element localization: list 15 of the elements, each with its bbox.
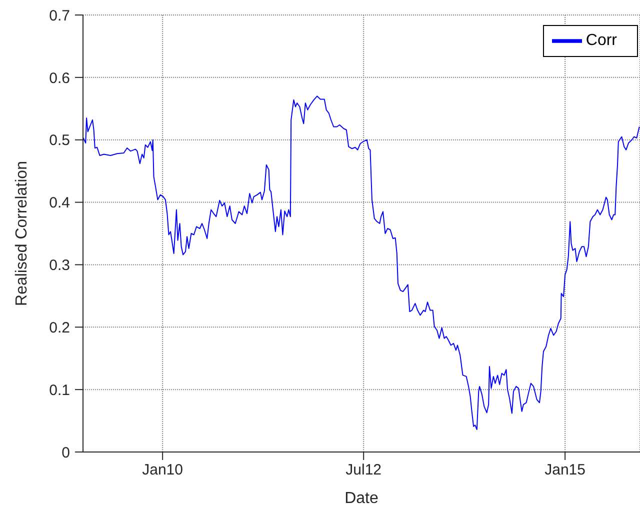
- line-series: [83, 96, 640, 430]
- y-tick-label: 0.4: [49, 194, 70, 212]
- x-tick-label: Jul12: [346, 462, 382, 479]
- y-tick-label: 0.6: [49, 70, 70, 87]
- x-tick-label: Jan10: [142, 462, 184, 479]
- x-tick-label: Jan15: [544, 462, 586, 479]
- y-tick-label: 0.7: [49, 7, 70, 24]
- y-axis-title: Realised Correlation: [14, 161, 30, 306]
- y-tick-label: 0.2: [49, 319, 70, 336]
- y-tick-label: 0: [62, 444, 70, 462]
- x-axis-title: Date: [344, 490, 378, 507]
- y-tick-label: 0.3: [49, 257, 70, 274]
- y-tick-label: 0.1: [49, 382, 70, 399]
- y-tick-label: 0.5: [49, 132, 70, 150]
- legend-label: Corr: [586, 32, 617, 50]
